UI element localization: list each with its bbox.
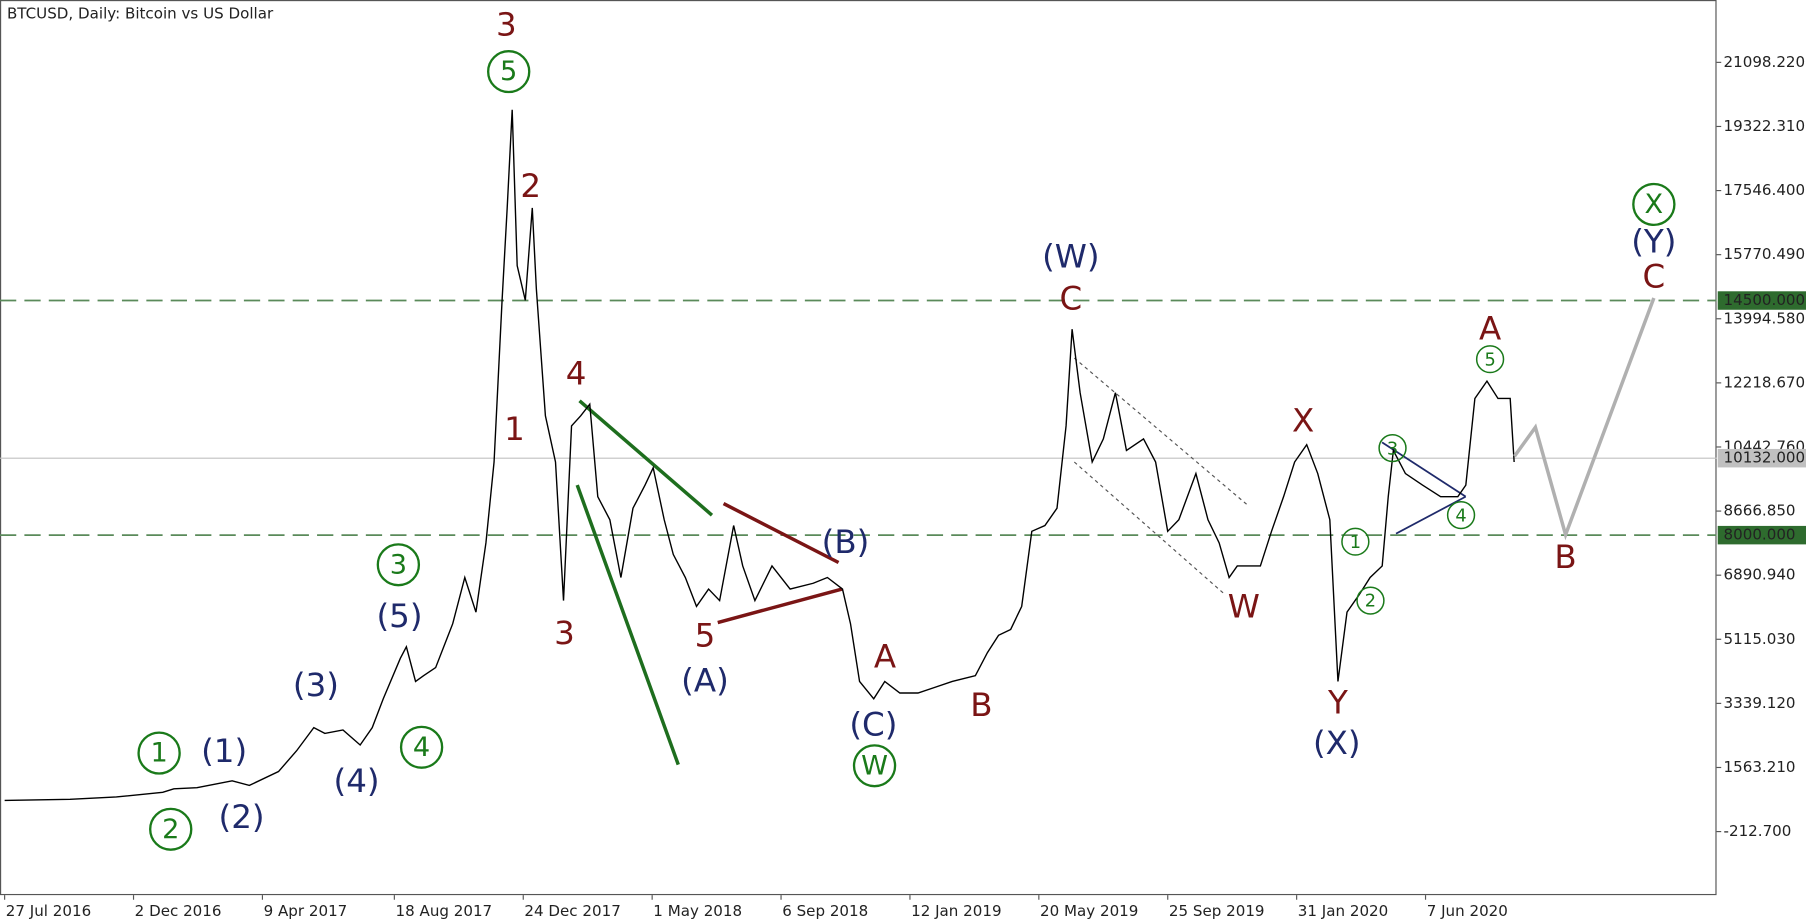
x-tick-label: 6 Sep 2018 xyxy=(782,902,868,920)
wave-label: B xyxy=(970,686,992,724)
level-box xyxy=(1717,525,1806,545)
trend-line xyxy=(717,587,843,625)
wave-label: A xyxy=(1479,309,1501,347)
level-label: 8000.000 xyxy=(1724,526,1796,544)
wave-label: 3 xyxy=(554,614,575,652)
wave-label: (A) xyxy=(681,662,729,700)
trend-line xyxy=(1381,441,1467,498)
channel-line xyxy=(1073,357,1249,507)
wave-label: 1 xyxy=(504,410,525,448)
x-tick-label: 31 Jan 2020 xyxy=(1298,902,1388,920)
y-tick-label: 5115.030 xyxy=(1724,630,1796,648)
wave-label: (1) xyxy=(201,732,247,770)
wave-label: 4 xyxy=(566,354,587,392)
y-tick-label: 21098.220 xyxy=(1724,53,1806,71)
y-tick-label: 8666.850 xyxy=(1724,502,1796,520)
level-box xyxy=(1717,291,1806,310)
wave-label: 5 xyxy=(1484,350,1495,370)
wave-label: 3 xyxy=(390,549,407,580)
wave-circle xyxy=(376,543,421,587)
trend-line xyxy=(1395,495,1467,535)
wave-label: (4) xyxy=(334,762,380,800)
wave-label: (X) xyxy=(1313,724,1361,762)
x-tick-label: 24 Dec 2017 xyxy=(524,902,620,920)
wave-circle xyxy=(852,744,897,788)
last-price-label: 10132.000 xyxy=(1724,449,1806,467)
wave-circle xyxy=(149,807,193,851)
trend-line xyxy=(578,399,714,517)
wave-label: 5 xyxy=(695,617,716,655)
wave-label: (5) xyxy=(377,597,423,635)
wave-circle xyxy=(1632,182,1676,227)
wave-circle xyxy=(1475,345,1505,374)
wave-circle xyxy=(1446,501,1476,530)
y-tick-label: -212.700 xyxy=(1724,822,1792,840)
wave-label: X xyxy=(1292,402,1314,440)
y-tick-label: 3339.120 xyxy=(1724,694,1796,712)
chart-title: BTCUSD, Daily: Bitcoin vs US Dollar xyxy=(7,4,274,22)
wave-label: 4 xyxy=(413,732,430,763)
wave-circle xyxy=(1356,586,1385,615)
wave-label: C xyxy=(1643,257,1666,295)
wave-label: (Y) xyxy=(1631,223,1676,261)
trend-line xyxy=(722,502,840,565)
wave-label: 4 xyxy=(1455,506,1466,526)
wave-label: W xyxy=(861,750,888,781)
wave-label: 5 xyxy=(500,56,517,87)
wave-label: 1 xyxy=(150,738,167,769)
wave-label: (C) xyxy=(849,706,897,744)
wave-label: 2 xyxy=(520,167,541,205)
wave-label: C xyxy=(1059,279,1082,317)
x-tick-label: 7 Jun 2020 xyxy=(1427,902,1508,920)
x-tick-label: 27 Jul 2016 xyxy=(6,902,91,920)
wave-label: X xyxy=(1645,189,1664,220)
x-tick-label: 12 Jan 2019 xyxy=(911,902,1001,920)
plot-frame xyxy=(0,0,1717,896)
wave-label: 3 xyxy=(496,6,517,44)
wave-circle xyxy=(487,50,531,94)
x-tick-label: 9 Apr 2017 xyxy=(264,902,348,920)
price-line xyxy=(4,109,1515,802)
y-tick-label: 12218.670 xyxy=(1724,373,1806,391)
y-tick-label: 19322.310 xyxy=(1724,117,1806,135)
wave-circle xyxy=(1341,527,1370,556)
wave-label: 2 xyxy=(1365,592,1376,612)
last-price-box xyxy=(1717,448,1806,468)
channel-line xyxy=(1073,461,1226,596)
wave-circle xyxy=(137,731,181,775)
y-tick-label: 17546.400 xyxy=(1724,181,1806,199)
wave-label: W xyxy=(1228,588,1260,626)
wave-label: 1 xyxy=(1350,533,1361,553)
wave-label: B xyxy=(1554,538,1576,576)
wave-label: (W) xyxy=(1042,238,1099,276)
x-tick-label: 2 Dec 2016 xyxy=(135,902,222,920)
x-tick-label: 20 May 2019 xyxy=(1040,902,1138,920)
x-tick-label: 1 May 2018 xyxy=(653,902,742,920)
wave-label: 3 xyxy=(1387,439,1398,459)
x-tick-label: 18 Aug 2017 xyxy=(396,902,493,920)
wave-label: (3) xyxy=(293,666,339,704)
wave-label: 2 xyxy=(162,814,179,845)
y-tick-label: 15770.490 xyxy=(1724,245,1806,263)
y-tick-label: 13994.580 xyxy=(1724,309,1806,327)
wave-label: A xyxy=(874,637,896,675)
level-label: 14500.000 xyxy=(1724,291,1806,309)
projection-line xyxy=(1513,297,1656,541)
wave-label: Y xyxy=(1327,684,1348,722)
wave-label: (B) xyxy=(822,523,870,561)
wave-circle xyxy=(399,725,444,769)
wave-circle xyxy=(1378,434,1407,463)
x-tick-label: 25 Sep 2019 xyxy=(1169,902,1265,920)
y-tick-label: 1563.210 xyxy=(1724,758,1796,776)
wave-label: (2) xyxy=(219,798,265,836)
trend-line xyxy=(575,484,680,766)
y-tick-label: 6890.940 xyxy=(1724,566,1796,584)
